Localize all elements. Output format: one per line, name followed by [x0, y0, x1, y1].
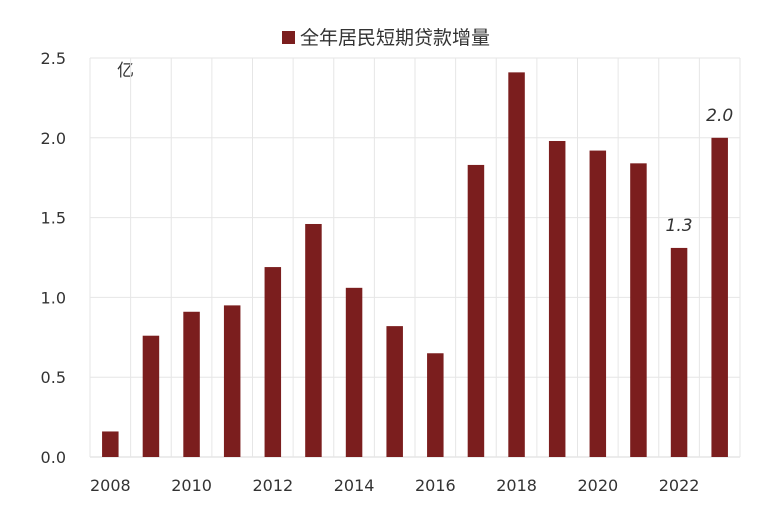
- bars: [102, 72, 728, 458]
- x-tick-label: 2016: [415, 476, 456, 495]
- bar-2021: [630, 163, 647, 457]
- bar-2022: [670, 247, 688, 457]
- bar-2012: [264, 267, 282, 457]
- bar-2017: [467, 164, 485, 457]
- x-tick-label: 2018: [496, 476, 537, 495]
- chart-legend: 全年居民短期贷款增量: [282, 27, 490, 49]
- data-label: 2.0: [706, 106, 733, 126]
- x-tick-label: 2010: [171, 476, 212, 495]
- y-tick-label: 0.5: [41, 368, 66, 387]
- bar-2015: [386, 326, 403, 457]
- bar-2010: [183, 311, 200, 457]
- unit-label: 亿: [117, 61, 134, 81]
- legend-swatch: [282, 31, 295, 44]
- data-label: 1.3: [666, 216, 693, 236]
- y-tick-label: 1.0: [41, 288, 66, 307]
- bar-2016: [427, 353, 444, 457]
- x-tick-label: 2014: [334, 476, 375, 495]
- legend-label: 全年居民短期贷款增量: [300, 27, 490, 49]
- x-tick-label: 2022: [659, 476, 700, 495]
- bar-2008: [102, 431, 119, 457]
- bar-2014: [345, 287, 363, 457]
- bar-2018: [508, 72, 525, 457]
- y-tick-label: 2.5: [41, 49, 66, 68]
- gridlines: [89, 57, 741, 458]
- data-labels: 1.3 2.0: [666, 106, 734, 236]
- y-tick-label: 0.0: [41, 448, 66, 467]
- bar-2020: [589, 150, 607, 457]
- bar-2023: [711, 137, 728, 458]
- y-tick-label: 2.0: [41, 129, 66, 148]
- bar-2009: [142, 335, 160, 457]
- y-axis-ticks: 0.0 0.5 1.0 1.5 2.0 2.5: [41, 49, 66, 467]
- y-tick-label: 1.5: [41, 209, 66, 228]
- x-tick-label: 2008: [90, 476, 131, 495]
- x-axis-ticks: 2008 2010 2012 2014 2016 2018 2020 2022: [90, 476, 699, 495]
- x-tick-label: 2020: [577, 476, 618, 495]
- x-tick-label: 2012: [252, 476, 293, 495]
- bar-2013: [305, 223, 322, 457]
- bar-2019: [548, 140, 566, 457]
- bar-2011: [223, 305, 241, 457]
